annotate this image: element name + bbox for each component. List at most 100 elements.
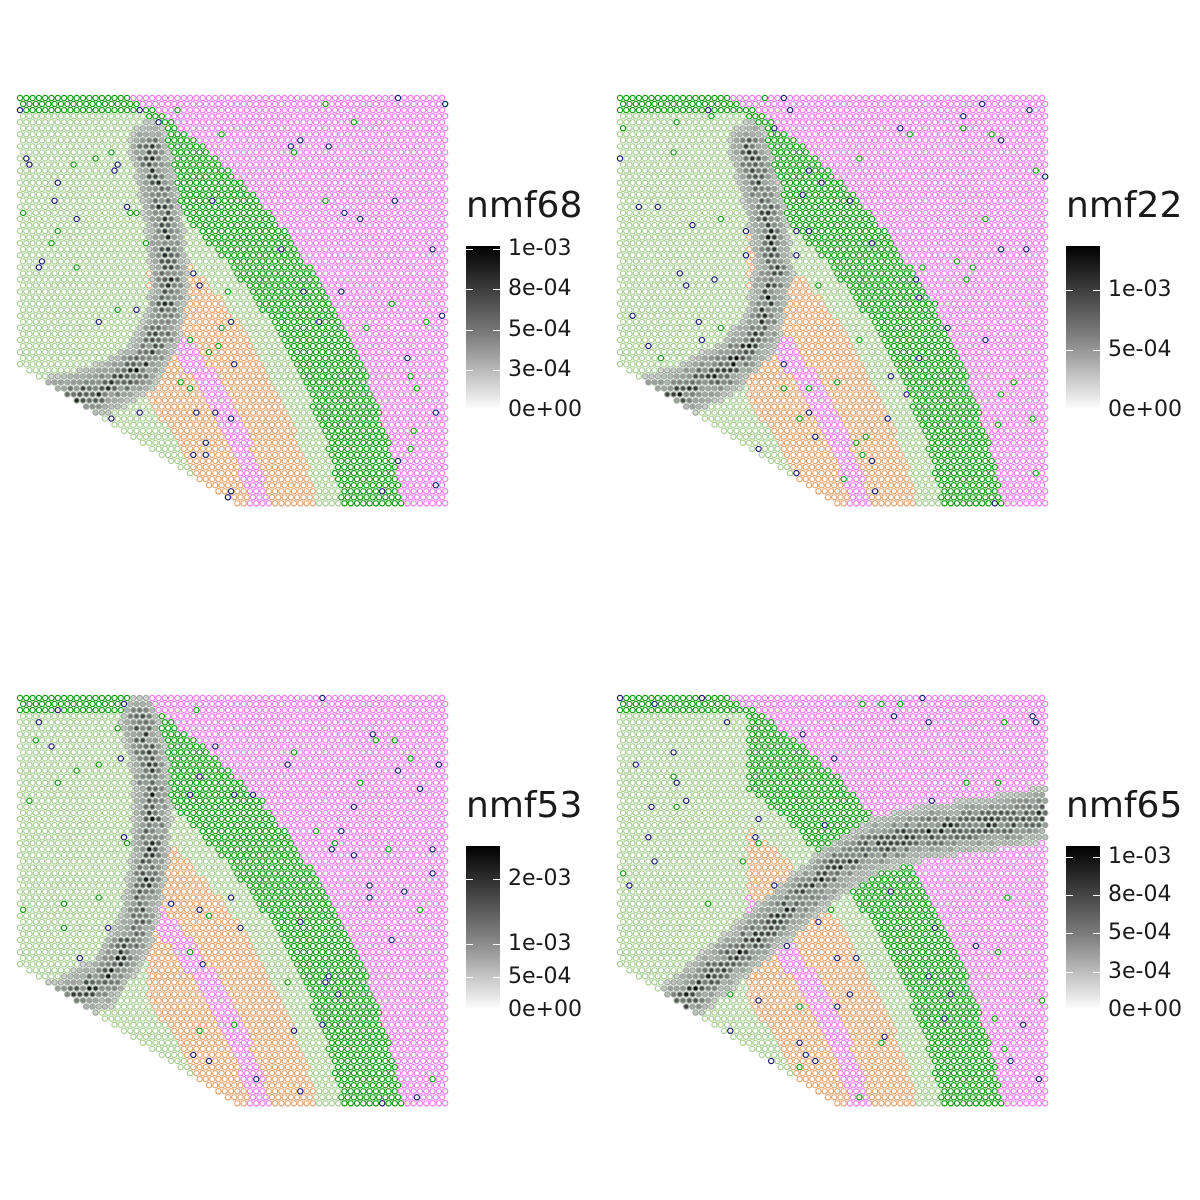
tissue-spot <box>164 282 172 289</box>
tissue-spot <box>375 385 383 392</box>
tissue-spot <box>155 239 162 247</box>
tissue-spot <box>309 112 317 120</box>
legend-tick-mark <box>466 249 473 251</box>
tissue-spot <box>240 197 247 204</box>
tissue-spot <box>177 246 184 253</box>
tissue-spot <box>199 385 206 392</box>
tissue-spot <box>319 361 326 368</box>
tissue-spot <box>331 118 339 126</box>
tissue-spot <box>960 100 967 108</box>
tissue-spot <box>344 227 351 235</box>
tissue-spot <box>212 373 219 380</box>
tissue-spot <box>164 221 172 229</box>
tissue-spot <box>736 106 743 114</box>
tissue-spot <box>385 439 392 446</box>
tissue-spot <box>278 379 285 386</box>
tissue-spot <box>363 167 370 174</box>
tissue-spot <box>290 233 298 241</box>
tissue-spot <box>60 118 68 126</box>
tissue-spot <box>180 385 187 392</box>
tissue-spot <box>265 451 272 459</box>
tissue-spot <box>708 112 715 120</box>
tissue-spot <box>19 330 27 338</box>
tissue-spot <box>32 100 40 108</box>
tissue-spot <box>149 300 156 307</box>
tissue-spot <box>117 348 125 356</box>
tissue-spot <box>360 330 367 338</box>
tissue-spot <box>243 167 250 174</box>
tissue-spot <box>120 246 128 253</box>
tissue-spot <box>130 131 137 138</box>
tissue-spot <box>325 348 332 356</box>
tissue-spot <box>334 221 342 229</box>
tissue-spot <box>76 197 84 204</box>
tissue-spot <box>221 488 228 495</box>
tissue-spot <box>300 94 307 102</box>
tissue-spot <box>319 179 326 186</box>
tissue-spot <box>51 149 58 156</box>
tissue-spot <box>253 451 260 459</box>
tissue-spot <box>331 324 339 332</box>
tissue-spot <box>76 209 84 217</box>
tissue-spot <box>642 94 649 102</box>
tissue-spot <box>237 433 244 440</box>
tissue-spot <box>19 161 27 168</box>
tissue-spot <box>234 258 241 265</box>
tissue-spot <box>202 100 209 108</box>
tissue-spot <box>26 282 33 289</box>
tissue-spot <box>723 94 731 102</box>
tissue-spot <box>92 361 99 368</box>
tissue-spot <box>278 415 285 422</box>
tissue-spot <box>218 469 225 477</box>
tissue-spot <box>108 221 115 229</box>
tissue-spot <box>271 330 279 338</box>
tissue-spot <box>287 94 295 102</box>
tissue-spot <box>190 209 197 217</box>
tissue-spot <box>394 324 402 332</box>
tissue-spot <box>294 409 301 416</box>
tissue-spot <box>290 197 298 204</box>
tissue-spot <box>275 155 282 162</box>
tissue-spot <box>1038 106 1046 114</box>
tissue-spot <box>183 415 191 422</box>
tissue-spot <box>48 264 55 271</box>
tissue-spot <box>632 149 640 156</box>
tissue-spot <box>786 106 794 114</box>
tissue-spot <box>177 318 184 326</box>
tissue-spot <box>708 125 715 132</box>
tissue-spot <box>202 221 209 229</box>
tissue-spot <box>142 143 150 150</box>
tissue-spot <box>51 367 58 374</box>
tissue-spot <box>410 294 417 301</box>
tissue-spot <box>142 131 150 138</box>
tissue-spot <box>385 330 392 338</box>
tissue-spot <box>278 137 285 144</box>
tissue-spot <box>894 155 901 162</box>
tissue-spot <box>385 391 392 398</box>
tissue-spot <box>394 469 402 477</box>
tissue-spot <box>350 203 358 211</box>
tissue-spot <box>344 494 351 501</box>
tissue-spot <box>868 143 876 150</box>
tissue-spot <box>174 131 181 138</box>
tissue-spot <box>256 276 263 283</box>
tissue-spot <box>70 354 77 362</box>
tissue-spot <box>805 155 813 162</box>
tissue-spot <box>325 155 332 162</box>
tissue-spot <box>54 300 62 307</box>
tissue-spot <box>196 161 203 168</box>
tissue-spot <box>167 191 175 198</box>
tissue-spot <box>262 155 269 162</box>
tissue-spot <box>423 125 430 132</box>
tissue-spot <box>152 137 159 144</box>
tissue-spot <box>334 209 342 217</box>
tissue-spot <box>218 300 225 307</box>
tissue-spot <box>281 106 288 114</box>
tissue-spot <box>397 149 405 156</box>
tissue-spot <box>82 294 90 301</box>
tissue-spot <box>432 397 439 404</box>
tissue-spot <box>89 112 96 120</box>
tissue-spot <box>82 173 90 180</box>
tissue-spot <box>174 276 181 283</box>
tissue-spot <box>234 100 241 108</box>
